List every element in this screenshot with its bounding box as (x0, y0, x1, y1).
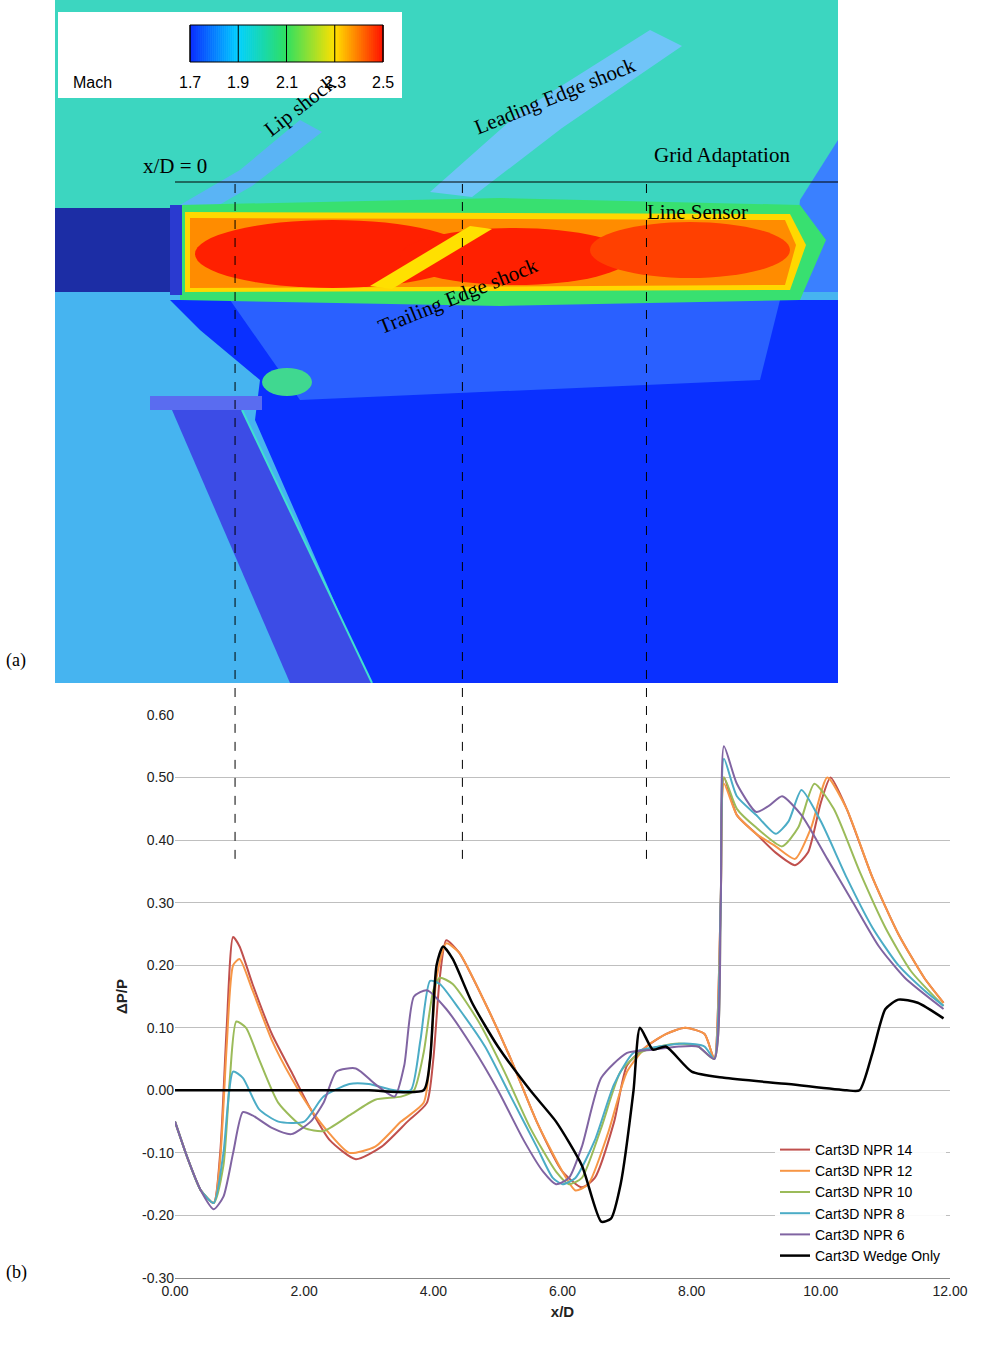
svg-text:Lip shock: Lip shock (260, 71, 341, 142)
svg-text:2.1: 2.1 (276, 74, 298, 91)
svg-text:Line Sensor: Line Sensor (647, 200, 748, 224)
svg-text:0.10: 0.10 (147, 1020, 174, 1036)
svg-text:Grid Adaptation: Grid Adaptation (654, 143, 790, 167)
svg-text:x/D: x/D (551, 1303, 575, 1320)
svg-text:1.9: 1.9 (227, 74, 249, 91)
svg-text:0.00: 0.00 (161, 1283, 188, 1299)
svg-text:1.7: 1.7 (179, 74, 201, 91)
svg-text:0.00: 0.00 (147, 1082, 174, 1098)
svg-text:0.30: 0.30 (147, 895, 174, 911)
svg-text:(a): (a) (6, 650, 26, 671)
svg-text:Cart3D NPR 12: Cart3D NPR 12 (815, 1163, 912, 1179)
svg-text:2.00: 2.00 (291, 1283, 318, 1299)
svg-text:-0.20: -0.20 (142, 1207, 174, 1223)
svg-text:0.60: 0.60 (147, 707, 174, 723)
svg-text:4.00: 4.00 (420, 1283, 447, 1299)
svg-text:Cart3D NPR 6: Cart3D NPR 6 (815, 1227, 905, 1243)
svg-text:Leading Edge shock: Leading Edge shock (471, 53, 639, 140)
svg-text:0.50: 0.50 (147, 769, 174, 785)
svg-text:Cart3D NPR 8: Cart3D NPR 8 (815, 1206, 905, 1222)
svg-text:0.40: 0.40 (147, 832, 174, 848)
svg-text:0.20: 0.20 (147, 957, 174, 973)
svg-text:Mach: Mach (73, 74, 112, 91)
svg-text:12.00: 12.00 (932, 1283, 967, 1299)
svg-text:-0.30: -0.30 (142, 1270, 174, 1286)
svg-text:-0.10: -0.10 (142, 1145, 174, 1161)
svg-text:2.3: 2.3 (324, 74, 346, 91)
svg-text:Cart3D NPR 10: Cart3D NPR 10 (815, 1184, 912, 1200)
svg-text:Cart3D Wedge Only: Cart3D Wedge Only (815, 1248, 940, 1264)
svg-text:10.00: 10.00 (803, 1283, 838, 1299)
svg-text:Cart3D NPR 14: Cart3D NPR 14 (815, 1142, 912, 1158)
svg-text:(b): (b) (6, 1262, 27, 1283)
svg-text:ΔP/P: ΔP/P (113, 979, 130, 1014)
svg-text:Trailing Edge shock: Trailing Edge shock (375, 253, 542, 339)
svg-text:2.5: 2.5 (372, 74, 394, 91)
svg-text:6.00: 6.00 (549, 1283, 576, 1299)
svg-text:x/D = 0: x/D = 0 (143, 154, 207, 178)
svg-text:8.00: 8.00 (678, 1283, 705, 1299)
